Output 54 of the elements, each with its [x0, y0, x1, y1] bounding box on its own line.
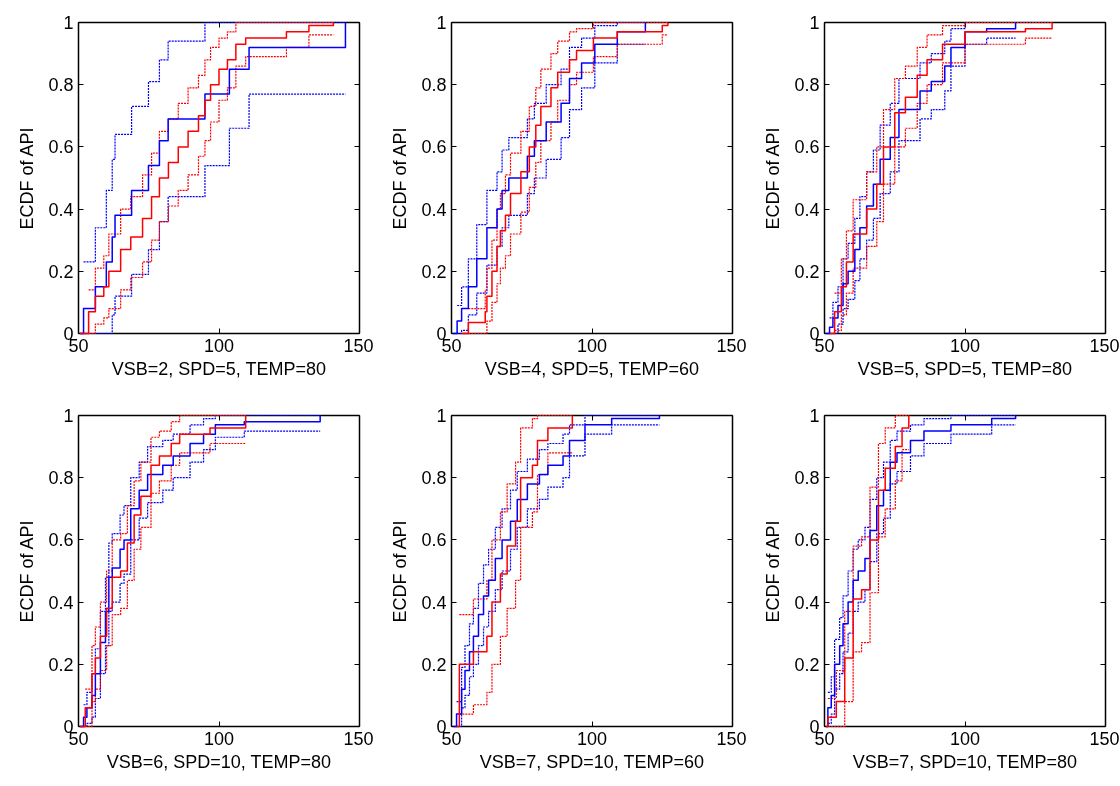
y-tick-label: 0.6 [48, 137, 74, 158]
x-tick-label: 100 [203, 728, 235, 749]
y-tick-label: 0.8 [421, 75, 447, 96]
y-axis-title: ECDF of API [763, 127, 784, 230]
y-tick-label: 0.6 [421, 530, 447, 551]
y-tick-label: 0.2 [421, 261, 447, 282]
x-tick-label: 150 [716, 728, 747, 749]
x-tick-label: 100 [949, 728, 981, 749]
x-tick-label: 100 [576, 335, 608, 356]
x-tick-label: 100 [203, 335, 235, 356]
y-axis-title: ECDF of API [17, 127, 38, 230]
y-tick-label: 0.2 [48, 654, 74, 675]
y-tick-label: 1 [809, 13, 820, 33]
y-tick-label: 0.4 [794, 199, 820, 220]
x-tick-label: 100 [949, 335, 981, 356]
y-tick-label: 0.8 [794, 468, 820, 489]
y-tick-label: 0.6 [48, 530, 74, 551]
x-tick-label: 150 [716, 335, 747, 356]
x-axis-title: VSB=5, SPD=5, TEMP=80 [857, 358, 1072, 379]
y-tick-label: 0.6 [794, 137, 820, 158]
x-tick-label: 150 [1089, 728, 1120, 749]
y-tick-label: 1 [436, 406, 447, 426]
y-tick-label: 0.2 [794, 261, 820, 282]
y-axis-title: ECDF of API [390, 127, 411, 230]
y-tick-label: 0.8 [421, 468, 447, 489]
y-tick-label: 0.2 [48, 261, 74, 282]
y-tick-label: 1 [436, 13, 447, 33]
x-tick-label: 150 [1089, 335, 1120, 356]
x-axis-title: VSB=4, SPD=5, TEMP=60 [484, 358, 699, 379]
y-tick-label: 0.4 [421, 199, 447, 220]
y-tick-label: 1 [63, 406, 74, 426]
y-tick-label: 0.4 [48, 592, 74, 613]
y-tick-label: 0.4 [48, 199, 74, 220]
x-axis-title: VSB=7, SPD=10, TEMP=60 [479, 751, 704, 772]
y-tick-label: 1 [809, 406, 820, 426]
y-tick-label: 0.6 [421, 137, 447, 158]
x-tick-label: 150 [343, 335, 374, 356]
x-axis-title: VSB=2, SPD=5, TEMP=80 [111, 358, 326, 379]
y-tick-label: 0.8 [48, 75, 74, 96]
y-tick-label: 1 [63, 13, 74, 33]
y-tick-label: 0.2 [794, 654, 820, 675]
y-tick-label: 0.4 [421, 592, 447, 613]
y-tick-label: 0.8 [794, 75, 820, 96]
x-axis-title: VSB=7, SPD=10, TEMP=80 [852, 751, 1077, 772]
y-tick-label: 0.8 [48, 468, 74, 489]
y-axis-title: ECDF of API [763, 520, 784, 623]
x-tick-label: 100 [576, 728, 608, 749]
y-tick-label: 0.6 [794, 530, 820, 551]
x-axis-title: VSB=6, SPD=10, TEMP=80 [106, 751, 331, 772]
y-tick-label: 0.4 [794, 592, 820, 613]
x-tick-label: 150 [343, 728, 374, 749]
y-tick-label: 0.2 [421, 654, 447, 675]
y-axis-title: ECDF of API [17, 520, 38, 623]
y-axis-title: ECDF of API [390, 520, 411, 623]
